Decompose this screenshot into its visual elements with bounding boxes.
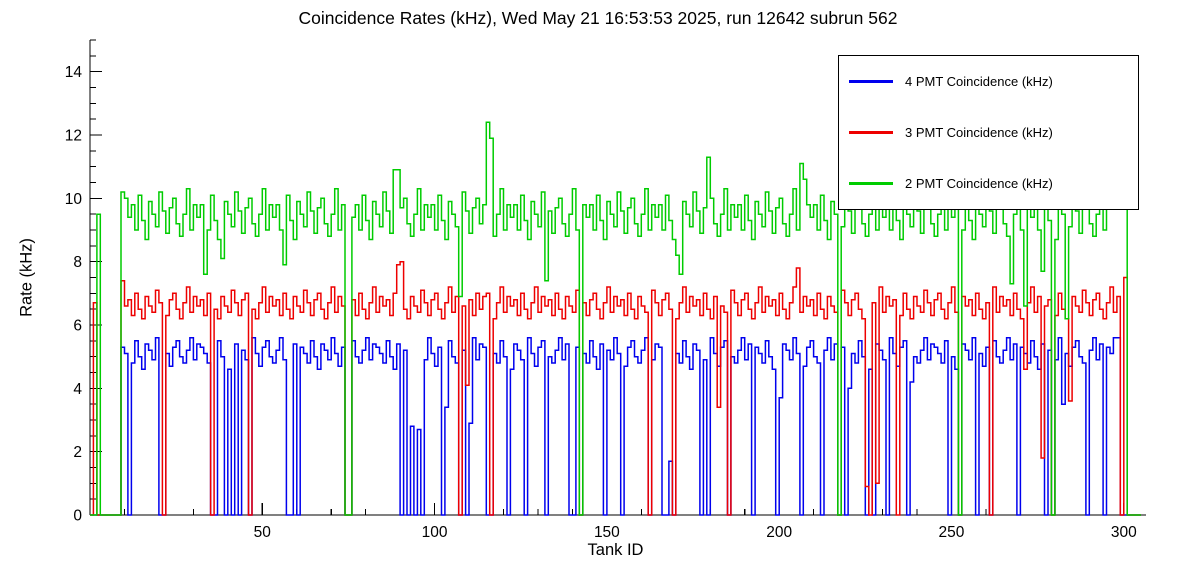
legend-label: 2 PMT Coincidence (kHz)	[905, 176, 1053, 191]
y-tick-label: 6	[73, 318, 82, 335]
y-tick-label: 2	[73, 444, 82, 461]
y-axis-title: Rate (kHz)	[17, 238, 36, 317]
y-tick-label: 0	[73, 508, 82, 525]
x-tick-label: 300	[1111, 524, 1137, 541]
legend-entry-3: 2 PMT Coincidence (kHz)	[849, 176, 1138, 191]
legend: 4 PMT Coincidence (kHz) 3 PMT Coincidence…	[838, 55, 1139, 210]
legend-label: 4 PMT Coincidence (kHz)	[905, 74, 1053, 89]
y-tick-label: 12	[65, 128, 82, 145]
legend-label: 3 PMT Coincidence (kHz)	[905, 125, 1053, 140]
y-tick-label: 14	[65, 64, 83, 81]
x-axis-title: Tank ID	[587, 541, 644, 559]
x-tick-label: 100	[422, 524, 448, 541]
y-tick-label: 4	[73, 381, 82, 398]
chart-title: Coincidence Rates (kHz), Wed May 21 16:5…	[298, 8, 898, 28]
legend-line-sample	[849, 131, 893, 134]
series-path-2	[90, 260, 1141, 516]
y-tick-label: 10	[65, 191, 83, 208]
legend-entry-2: 3 PMT Coincidence (kHz)	[849, 125, 1138, 140]
x-tick-label: 50	[254, 524, 272, 541]
legend-entry-1: 4 PMT Coincidence (kHz)	[849, 74, 1138, 89]
series-path-1	[90, 336, 1141, 516]
x-tick-label: 200	[766, 524, 792, 541]
x-tick-label: 150	[594, 524, 620, 541]
series-path-3	[90, 121, 1141, 516]
x-tick-label: 250	[939, 524, 965, 541]
y-tick-label: 8	[73, 254, 82, 271]
legend-line-sample	[849, 80, 893, 83]
legend-line-sample	[849, 182, 893, 185]
